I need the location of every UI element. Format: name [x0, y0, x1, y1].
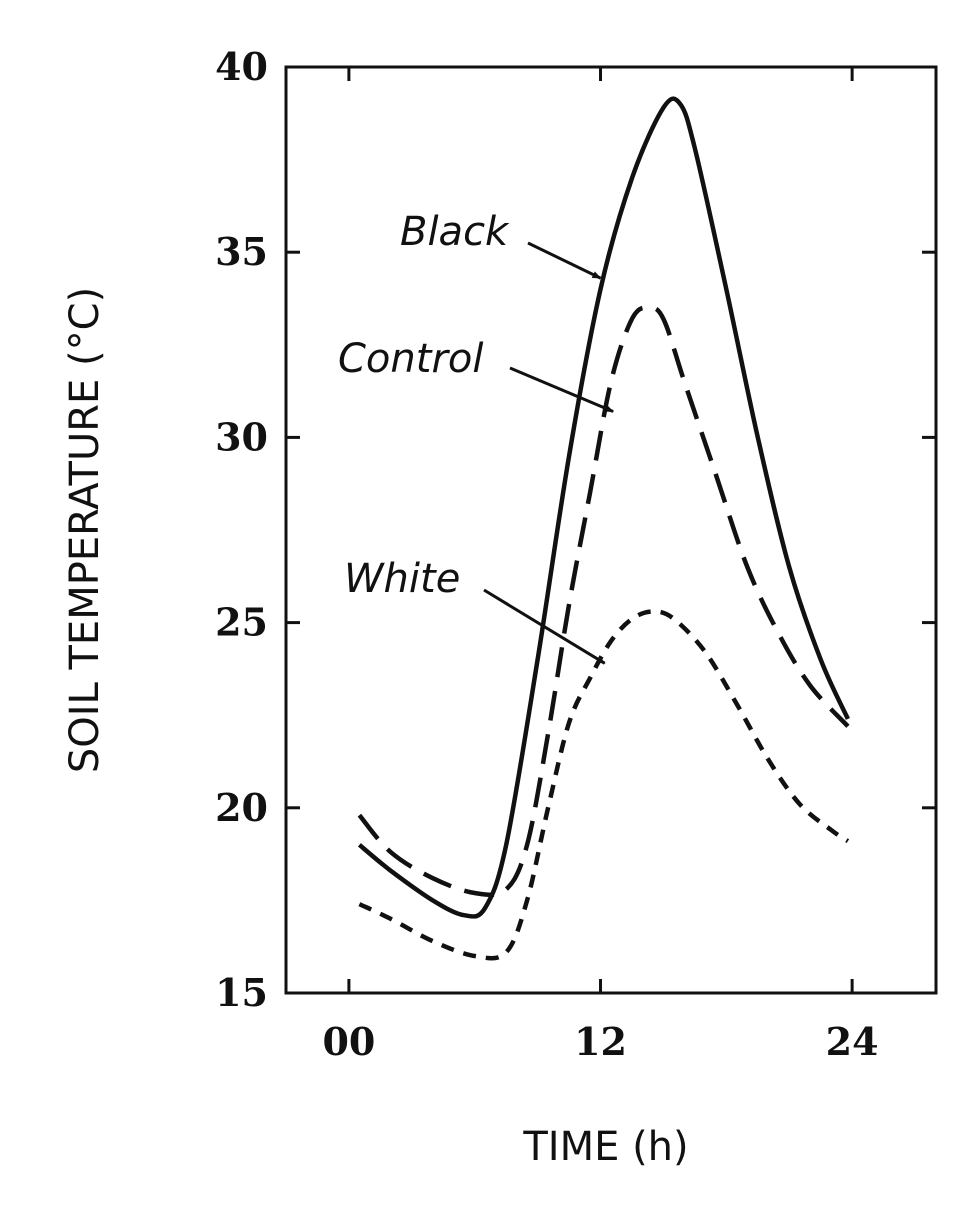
arrow-white — [483, 588, 606, 665]
series-label-black: Black — [400, 209, 510, 255]
y-tick-label-40: 40 — [215, 44, 268, 89]
series-labels: Black Control White — [338, 209, 614, 665]
series-label-white: White — [344, 556, 460, 602]
series-label-control: Control — [338, 336, 483, 382]
plot-frame — [284, 65, 938, 995]
y-tick-label-35: 35 — [215, 229, 268, 274]
y-axis-title: SOIL TEMPERATURE (°C) — [62, 287, 108, 773]
arrow-control — [509, 366, 614, 413]
y-tick-label-25: 25 — [215, 600, 268, 645]
x-tick-label-24: 24 — [826, 1019, 879, 1064]
x-axis-ticks: 00 12 24 — [322, 67, 879, 1064]
x-tick-label-00: 00 — [322, 1019, 375, 1064]
series-line-control — [357, 305, 850, 898]
series-lines — [357, 96, 850, 961]
y-tick-label-30: 30 — [215, 414, 268, 459]
y-tick-label-15: 15 — [215, 970, 268, 1015]
series-line-black — [357, 96, 850, 919]
arrow-black — [527, 241, 602, 280]
y-tick-label-20: 20 — [215, 785, 268, 830]
series-line-white — [358, 609, 850, 961]
y-axis-ticks: 15 20 25 30 35 40 — [215, 44, 936, 1015]
x-axis-title: TIME (h) — [522, 1124, 688, 1170]
x-tick-label-12: 12 — [574, 1019, 627, 1064]
